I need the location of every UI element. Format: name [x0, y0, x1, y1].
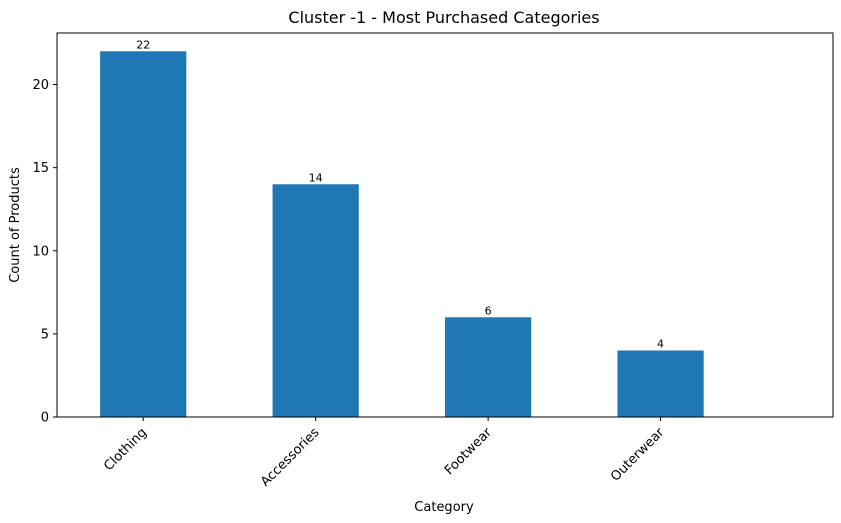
bars-group [100, 51, 704, 418]
x-tick-label-outerwear: Outerwear [608, 425, 668, 485]
y-tick-label: 5 [41, 327, 49, 342]
x-tick-label-footwear: Footwear [442, 425, 495, 478]
x-tick-label-clothing: Clothing [101, 425, 150, 474]
y-axis: 0 5 10 15 20 [32, 78, 57, 426]
x-tick-label-accessories: Accessories [258, 425, 323, 490]
data-label-accessories: 14 [309, 171, 323, 184]
x-axis: Clothing Accessories Footwear Outerwear [101, 417, 668, 490]
y-axis-label: Count of Products [8, 167, 23, 283]
plot-frame [56, 32, 834, 418]
bar-clothing [100, 51, 187, 418]
y-tick-label: 15 [32, 161, 49, 176]
y-tick-label: 20 [32, 78, 49, 93]
data-label-footwear: 6 [485, 304, 492, 317]
chart-title: Cluster -1 - Most Purchased Categories [288, 8, 599, 27]
bar-accessories [272, 184, 359, 417]
data-label-clothing: 22 [136, 38, 150, 51]
y-tick-label: 0 [41, 411, 49, 426]
bar-outerwear [617, 350, 704, 417]
bar-footwear [445, 317, 532, 417]
x-axis-label: Category [414, 500, 474, 515]
y-tick-label: 10 [32, 244, 49, 259]
data-labels-group: 22 14 6 4 [136, 38, 664, 350]
data-label-outerwear: 4 [657, 338, 664, 351]
